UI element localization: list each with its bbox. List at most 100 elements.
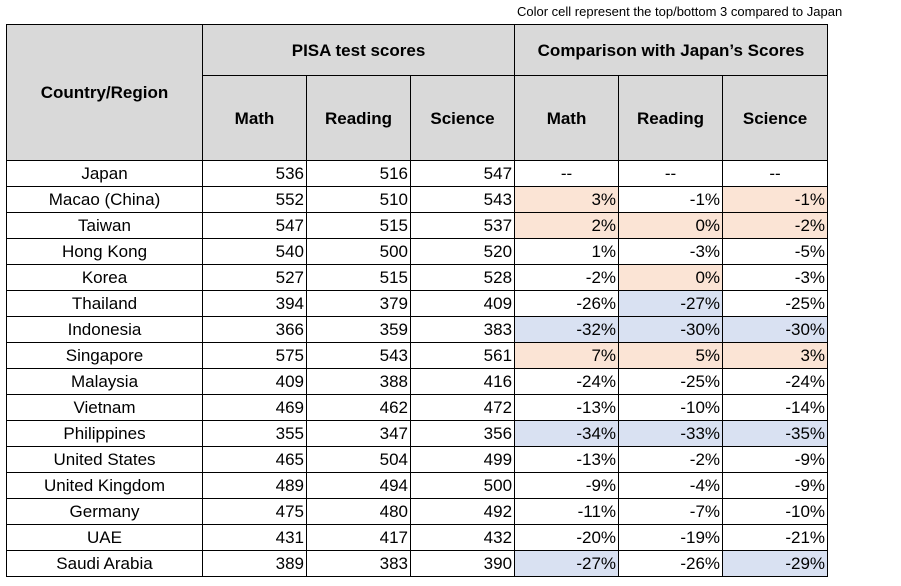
science-score-cell: 416 [409, 368, 516, 395]
science-score-cell: 472 [409, 394, 516, 421]
reading-comparison-cell: -3% [618, 238, 724, 265]
science-comparison-cell: -14% [722, 394, 829, 421]
table-row: UAE 431 417 432 -20% -19% -21% [6, 524, 829, 551]
reading-comparison-cell: -33% [618, 420, 724, 447]
math-score-cell: 536 [202, 160, 307, 187]
math-score-cell: 465 [202, 446, 307, 473]
math-score-cell: 527 [202, 264, 307, 291]
table-row: Vietnam 469 462 472 -13% -10% -14% [6, 394, 829, 421]
reading-score-cell: 543 [306, 342, 411, 369]
color-legend-note: Color cell represent the top/bottom 3 co… [517, 4, 843, 19]
reading-comparison-cell: 0% [618, 212, 724, 239]
country-cell: Hong Kong [6, 238, 203, 265]
country-cell: Macao (China) [6, 186, 203, 213]
science-comparison-cell: -24% [722, 368, 829, 395]
science-score-cell: 383 [409, 316, 516, 343]
country-cell: Germany [6, 498, 203, 525]
reading-score-cell: 510 [306, 186, 411, 213]
comp-science-header: Science [722, 75, 829, 161]
math-score-cell: 409 [202, 368, 307, 395]
reading-comparison-cell: -27% [618, 290, 724, 317]
country-region-header: Country/Region [6, 24, 203, 161]
header-row-groups: Country/Region PISA test scores Comparis… [6, 24, 829, 161]
country-cell: Japan [6, 160, 203, 187]
table-row: Japan 536 516 547 -- -- -- [6, 160, 829, 187]
country-cell: Malaysia [6, 368, 203, 395]
table-row: Taiwan 547 515 537 2% 0% -2% [6, 212, 829, 239]
science-score-cell: 356 [409, 420, 516, 447]
math-comparison-cell: -26% [514, 290, 620, 317]
reading-score-cell: 515 [306, 264, 411, 291]
country-cell: Saudi Arabia [6, 550, 203, 577]
reading-comparison-cell: -4% [618, 472, 724, 499]
science-comparison-cell: -9% [722, 472, 829, 499]
table-row: Macao (China) 552 510 543 3% -1% -1% [6, 186, 829, 213]
math-score-cell: 552 [202, 186, 307, 213]
header-row-subjects: Math Reading Science Math Reading Scienc… [7, 75, 829, 161]
reading-comparison-cell: 5% [618, 342, 724, 369]
science-comparison-cell: -29% [722, 550, 829, 577]
science-score-cell: 432 [409, 524, 516, 551]
pisa-math-header: Math [202, 75, 307, 161]
table-row: Hong Kong 540 500 520 1% -3% -5% [6, 238, 829, 265]
science-comparison-cell: 3% [722, 342, 829, 369]
reading-score-cell: 388 [306, 368, 411, 395]
country-cell: Thailand [6, 290, 203, 317]
table-row: Indonesia 366 359 383 -32% -30% -30% [6, 316, 829, 343]
table-row: Thailand 394 379 409 -26% -27% -25% [6, 290, 829, 317]
science-score-cell: 528 [409, 264, 516, 291]
math-score-cell: 389 [202, 550, 307, 577]
science-comparison-cell: -1% [722, 186, 829, 213]
comp-math-header: Math [514, 75, 620, 161]
reading-score-cell: 359 [306, 316, 411, 343]
math-score-cell: 575 [202, 342, 307, 369]
reading-comparison-cell: -1% [618, 186, 724, 213]
reading-comparison-cell: -25% [618, 368, 724, 395]
math-score-cell: 469 [202, 394, 307, 421]
math-comparison-cell: 3% [514, 186, 620, 213]
science-score-cell: 543 [409, 186, 516, 213]
math-comparison-cell: -34% [514, 420, 620, 447]
math-score-cell: 547 [202, 212, 307, 239]
science-comparison-cell: -9% [722, 446, 829, 473]
math-comparison-cell: 2% [514, 212, 620, 239]
table-body: Japan 536 516 547 -- -- -- Macao (China) 552 510 5… [6, 160, 829, 577]
science-score-cell: 520 [409, 238, 516, 265]
math-score-cell: 489 [202, 472, 307, 499]
science-score-cell: 492 [409, 498, 516, 525]
math-score-cell: 475 [202, 498, 307, 525]
country-cell: UAE [6, 524, 203, 551]
table-row: Saudi Arabia 389 383 390 -27% -26% -29% [6, 550, 829, 577]
science-score-cell: 500 [409, 472, 516, 499]
science-score-cell: 547 [409, 160, 516, 187]
pisa-scores-group-header: PISA test scores [201, 24, 516, 76]
reading-score-cell: 347 [306, 420, 411, 447]
country-cell: Vietnam [6, 394, 203, 421]
country-cell: Indonesia [6, 316, 203, 343]
reading-comparison-cell: -19% [618, 524, 724, 551]
reading-score-cell: 515 [306, 212, 411, 239]
math-comparison-cell: 7% [514, 342, 620, 369]
table-row: United Kingdom 489 494 500 -9% -4% -9% [6, 472, 829, 499]
science-comparison-cell: -30% [722, 316, 829, 343]
math-comparison-cell: 1% [514, 238, 620, 265]
math-comparison-cell: -- [514, 160, 620, 187]
math-comparison-cell: -9% [514, 472, 620, 499]
table-row: United States 465 504 499 -13% -2% -9% [6, 446, 829, 473]
reading-score-cell: 516 [306, 160, 411, 187]
reading-comparison-cell: -10% [618, 394, 724, 421]
science-comparison-cell: -3% [722, 264, 829, 291]
math-comparison-cell: -24% [514, 368, 620, 395]
science-comparison-cell: -21% [722, 524, 829, 551]
reading-score-cell: 504 [306, 446, 411, 473]
reading-score-cell: 480 [306, 498, 411, 525]
science-score-cell: 499 [409, 446, 516, 473]
reading-comparison-cell: -26% [618, 550, 724, 577]
science-score-cell: 390 [409, 550, 516, 577]
country-cell: United Kingdom [6, 472, 203, 499]
math-score-cell: 540 [202, 238, 307, 265]
country-cell: Korea [6, 264, 203, 291]
pisa-science-header: Science [409, 75, 516, 161]
math-comparison-cell: -27% [514, 550, 620, 577]
table-row: Germany 475 480 492 -11% -7% -10% [6, 498, 829, 525]
